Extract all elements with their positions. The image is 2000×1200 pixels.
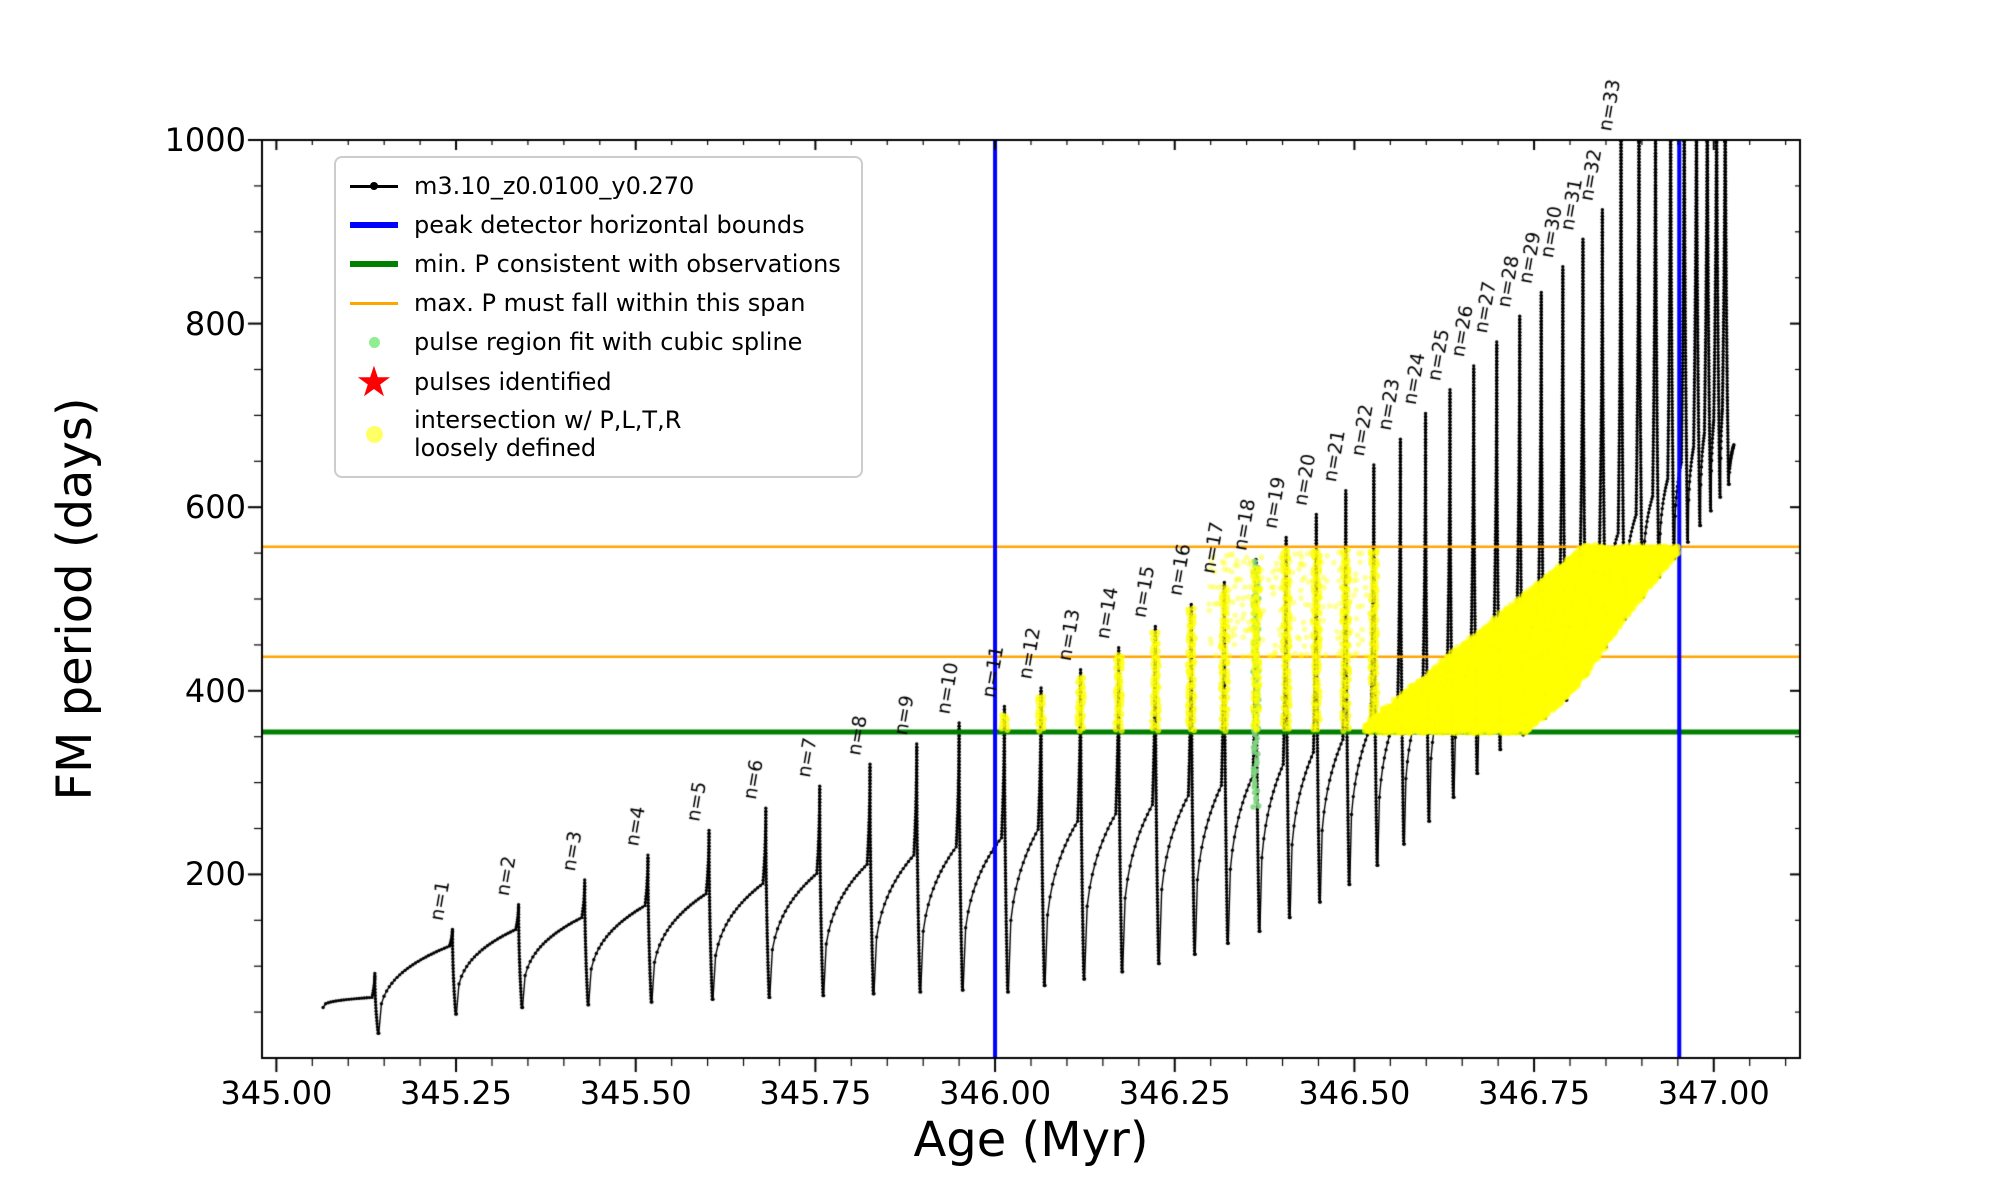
line-dot-marker-icon: [348, 182, 400, 190]
yellow-dot-marker-icon: [348, 425, 400, 443]
legend-label: peak detector horizontal bounds: [414, 211, 805, 239]
green-dot-marker-icon: [348, 336, 400, 348]
legend-item-spline-fit: pulse region fit with cubic spline: [348, 326, 841, 358]
legend: m3.10_z0.0100_y0.270 peak detector horiz…: [334, 156, 863, 478]
legend-label: m3.10_z0.0100_y0.270: [414, 172, 695, 200]
orange-line-marker-icon: [348, 301, 400, 305]
legend-item-max-period-span: max. P must fall within this span: [348, 287, 841, 319]
legend-item-min-period: min. P consistent with observations: [348, 248, 841, 280]
legend-label: pulses identified: [414, 368, 612, 396]
legend-label: pulse region fit with cubic spline: [414, 328, 803, 356]
red-star-marker-icon: ★: [355, 357, 393, 406]
legend-label: max. P must fall within this span: [414, 289, 806, 317]
legend-label: intersection w/ P,L,T,R loosely defined: [414, 406, 682, 462]
legend-label: min. P consistent with observations: [414, 250, 841, 278]
legend-item-pulses-identified: ★ pulses identified: [348, 357, 841, 406]
green-line-marker-icon: [348, 261, 400, 267]
legend-item-model-track: m3.10_z0.0100_y0.270: [348, 170, 841, 202]
legend-item-intersection: intersection w/ P,L,T,R loosely defined: [348, 406, 841, 462]
blue-line-marker-icon: [348, 222, 400, 228]
legend-item-peak-bounds: peak detector horizontal bounds: [348, 209, 841, 241]
